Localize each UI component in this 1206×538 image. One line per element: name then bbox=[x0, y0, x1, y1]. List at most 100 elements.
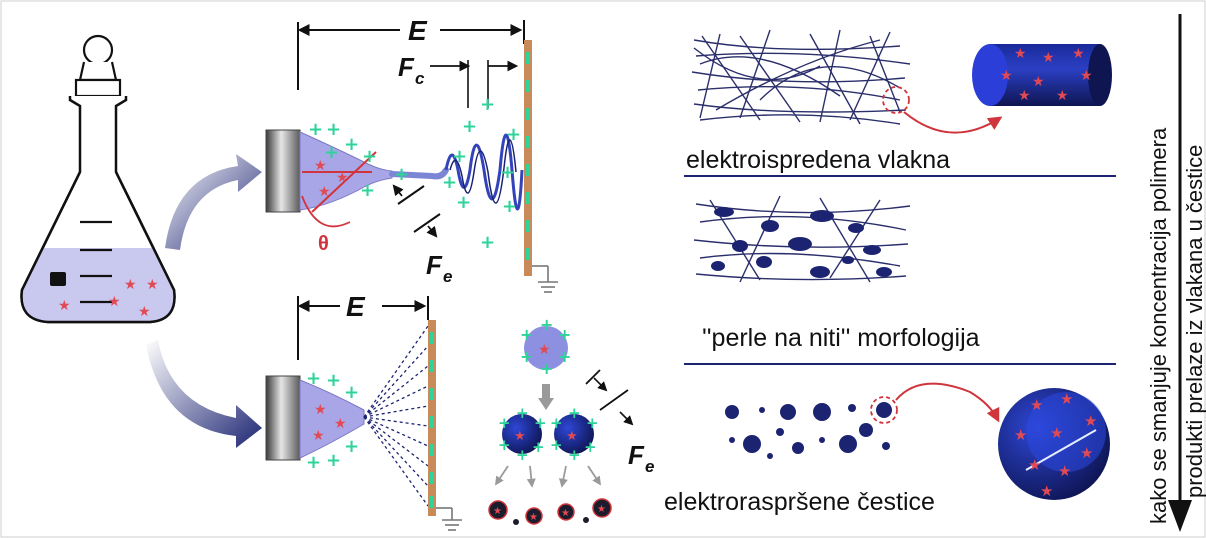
particle-zoom-arrow bbox=[895, 382, 1000, 423]
erlenmeyer-flask: ★ ★ ★ ★ ★ bbox=[20, 34, 176, 324]
svg-text:★: ★ bbox=[314, 402, 327, 418]
electrospun-fibers-label: elektroispredena vlakna bbox=[686, 146, 950, 174]
svg-text:F: F bbox=[398, 52, 415, 82]
electrospinning-setup: E F c θ F e bbox=[265, 15, 558, 293]
concentration-trend-arrow bbox=[1168, 14, 1192, 532]
drug-stars-bottom: ★ ★ ★ bbox=[312, 402, 347, 444]
spray-cone bbox=[299, 379, 365, 459]
svg-text:★: ★ bbox=[1014, 46, 1027, 62]
svg-text:+: + bbox=[442, 172, 457, 193]
svg-text:+: + bbox=[344, 134, 359, 155]
svg-text:+: + bbox=[324, 142, 339, 163]
droplet-fission: ★ +++ + ++ ★ ★ ++++ ++ ++++ ++ F e bbox=[488, 315, 654, 525]
svg-text:★: ★ bbox=[318, 184, 331, 200]
svg-text:+: + bbox=[308, 119, 323, 140]
svg-text:+: + bbox=[326, 450, 341, 471]
svg-text:★: ★ bbox=[1042, 50, 1055, 66]
concentration-trend-label-2: produkti prelaze iz vlakana u čestice bbox=[1182, 145, 1206, 498]
svg-text:e: e bbox=[645, 457, 654, 476]
collector-charges-bottom bbox=[430, 332, 434, 508]
svg-text:+: + bbox=[586, 414, 599, 432]
svg-text:★: ★ bbox=[312, 428, 325, 444]
concentration-trend-label-1: kako se smanjuje koncentracija polimera bbox=[1146, 127, 1171, 524]
svg-text:+: + bbox=[344, 436, 359, 457]
svg-text:+: + bbox=[498, 436, 511, 454]
svg-text:★: ★ bbox=[336, 170, 349, 186]
svg-text:+: + bbox=[584, 438, 597, 456]
svg-text:★: ★ bbox=[314, 158, 327, 174]
drug-stars-top: ★ ★ ★ bbox=[314, 158, 349, 200]
process-arrow-bottom bbox=[146, 340, 262, 448]
fiber-zoom-circle bbox=[882, 86, 910, 114]
spinneret-nozzle bbox=[265, 129, 301, 213]
svg-text:+: + bbox=[550, 414, 563, 432]
svg-text:+: + bbox=[306, 452, 321, 473]
beads-on-string-label: ''perle na niti'' morfologija bbox=[702, 324, 980, 352]
svg-text:+: + bbox=[520, 325, 533, 344]
particle-sphere-zoom: ★ ★★ ★ ★★ ★ ★★ bbox=[998, 388, 1110, 500]
svg-text:★: ★ bbox=[1060, 390, 1073, 408]
svg-text:+: + bbox=[326, 119, 341, 140]
svg-text:+: + bbox=[516, 446, 529, 464]
svg-text:+: + bbox=[516, 404, 529, 422]
svg-text:★: ★ bbox=[597, 504, 606, 515]
field-strength-label-bottom: E bbox=[346, 291, 366, 322]
svg-text:F: F bbox=[426, 250, 443, 280]
svg-text:+: + bbox=[306, 368, 321, 389]
solution-drug-star: ★ bbox=[108, 294, 121, 310]
svg-text:★: ★ bbox=[514, 429, 526, 444]
electric-force-label-top: F e bbox=[426, 250, 452, 286]
svg-text:+: + bbox=[568, 404, 581, 422]
svg-text:★: ★ bbox=[538, 342, 551, 358]
svg-text:+: + bbox=[394, 164, 409, 185]
svg-text:★: ★ bbox=[1030, 396, 1043, 414]
ground-symbol-bottom bbox=[436, 507, 462, 531]
electrosprayed-particles-cluster bbox=[725, 402, 892, 459]
positive-charges-bottom: + ++ + ++ bbox=[306, 368, 359, 473]
svg-text:+: + bbox=[540, 359, 553, 378]
svg-text:★: ★ bbox=[1028, 456, 1041, 474]
svg-text:★: ★ bbox=[1058, 462, 1071, 480]
svg-text:+: + bbox=[502, 196, 517, 217]
svg-text:+: + bbox=[456, 192, 471, 213]
svg-text:+: + bbox=[540, 315, 553, 334]
spray-fan bbox=[363, 325, 429, 507]
svg-text:★: ★ bbox=[1080, 68, 1093, 84]
svg-text:F: F bbox=[628, 440, 645, 470]
coulomb-force-label: F c bbox=[398, 52, 425, 88]
svg-text:+: + bbox=[326, 370, 341, 391]
beaded-fibers-mesh bbox=[693, 195, 911, 283]
svg-text:+: + bbox=[520, 347, 533, 366]
field-strength-label: E bbox=[408, 15, 428, 46]
whipping-instability bbox=[444, 133, 524, 211]
svg-text:+: + bbox=[462, 116, 477, 137]
svg-text:★: ★ bbox=[1056, 88, 1069, 104]
svg-text:+: + bbox=[558, 347, 571, 366]
svg-text:+: + bbox=[344, 382, 359, 403]
svg-text:+: + bbox=[532, 438, 545, 456]
svg-text:★: ★ bbox=[493, 506, 502, 517]
solution-drug-star: ★ bbox=[124, 277, 137, 293]
electrosprayed-particles-label: elektroraspršene čestice bbox=[664, 488, 935, 516]
svg-text:★: ★ bbox=[1018, 88, 1031, 104]
svg-text:★: ★ bbox=[1014, 426, 1027, 444]
electrospinning-jet bbox=[389, 167, 449, 180]
particle-zoom-circle bbox=[870, 396, 898, 424]
collector-plate-top bbox=[524, 40, 532, 276]
svg-text:★: ★ bbox=[1040, 482, 1053, 500]
positive-charges-top: + ++ +++ +++ +++ +++ + bbox=[308, 94, 521, 253]
svg-text:+: + bbox=[360, 180, 375, 201]
svg-text:★: ★ bbox=[1000, 68, 1013, 84]
svg-text:★: ★ bbox=[1050, 424, 1063, 442]
electric-force-label-bottom: F e bbox=[628, 440, 654, 476]
process-arrow-top bbox=[165, 154, 262, 250]
svg-text:+: + bbox=[568, 446, 581, 464]
solution-drug-star: ★ bbox=[58, 298, 71, 314]
svg-text:★: ★ bbox=[1080, 444, 1093, 462]
svg-text:e: e bbox=[443, 267, 452, 286]
svg-text:★: ★ bbox=[529, 512, 538, 523]
svg-text:+: + bbox=[480, 94, 495, 115]
svg-text:★: ★ bbox=[566, 429, 578, 444]
